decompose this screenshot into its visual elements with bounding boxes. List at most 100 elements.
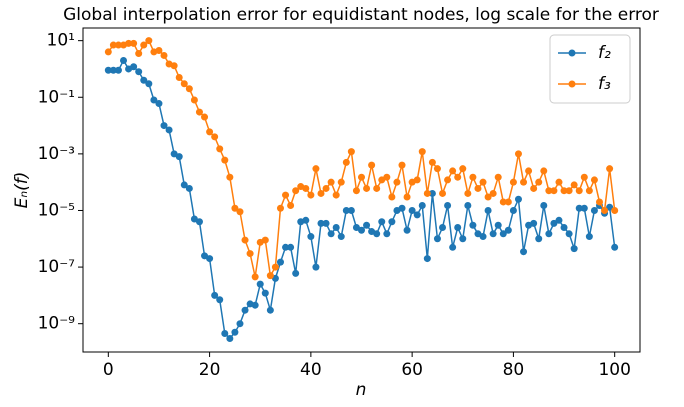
data-point <box>165 126 173 134</box>
data-point <box>140 76 148 84</box>
data-point <box>155 46 163 54</box>
data-point <box>540 201 548 209</box>
data-point <box>226 334 234 342</box>
data-point <box>570 245 578 253</box>
data-point <box>489 230 497 238</box>
data-point <box>109 66 117 74</box>
data-point <box>575 204 583 212</box>
data-point <box>130 39 138 47</box>
data-point <box>403 193 411 201</box>
data-point <box>282 191 290 199</box>
data-point <box>590 206 598 214</box>
data-point <box>332 224 340 232</box>
data-point <box>449 243 457 251</box>
data-point <box>337 178 345 186</box>
data-point <box>550 187 558 195</box>
data-point <box>236 320 244 328</box>
data-point <box>261 236 269 244</box>
data-point <box>125 39 133 47</box>
data-point <box>231 328 239 336</box>
data-point <box>439 224 447 232</box>
plot-frame <box>82 27 641 353</box>
x-tick-label: 0 <box>103 360 114 380</box>
data-point <box>449 167 457 175</box>
data-point <box>393 178 401 186</box>
data-point <box>347 206 355 214</box>
data-point <box>464 201 472 209</box>
data-point <box>292 187 300 195</box>
data-point <box>423 189 431 197</box>
data-point <box>104 66 112 74</box>
data-point <box>514 150 522 158</box>
data-point <box>606 165 614 173</box>
data-point <box>180 181 188 189</box>
data-point <box>520 178 528 186</box>
data-point <box>266 272 274 280</box>
data-point <box>211 133 219 141</box>
data-point <box>342 158 350 166</box>
data-point <box>580 204 588 212</box>
data-point <box>565 187 573 195</box>
data-point <box>135 50 143 58</box>
data-point <box>241 236 249 244</box>
series-line <box>108 58 616 340</box>
y-tick-label: 10¹ <box>47 31 75 51</box>
data-point <box>509 206 517 214</box>
data-point <box>251 301 259 309</box>
data-point <box>509 178 517 186</box>
data-point <box>231 204 239 212</box>
data-point <box>444 176 452 184</box>
data-point <box>444 201 452 209</box>
data-point <box>226 173 234 181</box>
x-axis-label: n <box>356 380 367 400</box>
data-point <box>358 173 365 181</box>
data-point <box>185 85 193 93</box>
data-point <box>266 306 274 314</box>
data-point <box>606 203 614 211</box>
data-point <box>211 291 219 299</box>
data-point <box>464 189 472 197</box>
data-point <box>256 280 264 288</box>
data-point <box>317 219 325 227</box>
data-point <box>454 173 462 181</box>
data-point <box>276 258 284 266</box>
data-point <box>611 243 619 251</box>
x-tick-label: 80 <box>503 360 525 380</box>
data-point <box>585 187 593 195</box>
data-point <box>347 148 355 156</box>
data-point <box>550 219 558 227</box>
data-point <box>494 221 502 229</box>
data-point <box>302 216 310 224</box>
data-point <box>383 230 391 238</box>
data-point <box>287 201 295 209</box>
data-point <box>499 198 507 206</box>
data-point <box>160 122 168 130</box>
data-point <box>135 68 143 76</box>
data-point <box>504 198 512 206</box>
data-point <box>479 178 487 186</box>
data-point <box>206 255 214 263</box>
data-point <box>373 184 381 192</box>
chart-title: Global interpolation error for equidista… <box>63 5 659 25</box>
data-point <box>428 158 436 166</box>
data-point <box>114 41 122 49</box>
data-point <box>459 235 467 243</box>
y-tick-label: 10⁻⁷ <box>38 257 76 277</box>
data-point <box>282 243 290 251</box>
data-point <box>241 306 249 314</box>
data-point <box>545 187 553 195</box>
data-point <box>271 263 279 271</box>
data-point <box>484 193 492 201</box>
data-point <box>221 330 229 338</box>
data-point <box>246 250 254 258</box>
data-point <box>175 73 183 81</box>
data-point <box>413 176 421 184</box>
data-point <box>601 206 609 214</box>
data-point <box>140 41 148 49</box>
data-point <box>216 296 224 304</box>
x-tick-label: 20 <box>199 360 221 380</box>
data-point <box>150 96 158 104</box>
data-point <box>474 184 482 192</box>
data-point <box>408 206 416 214</box>
